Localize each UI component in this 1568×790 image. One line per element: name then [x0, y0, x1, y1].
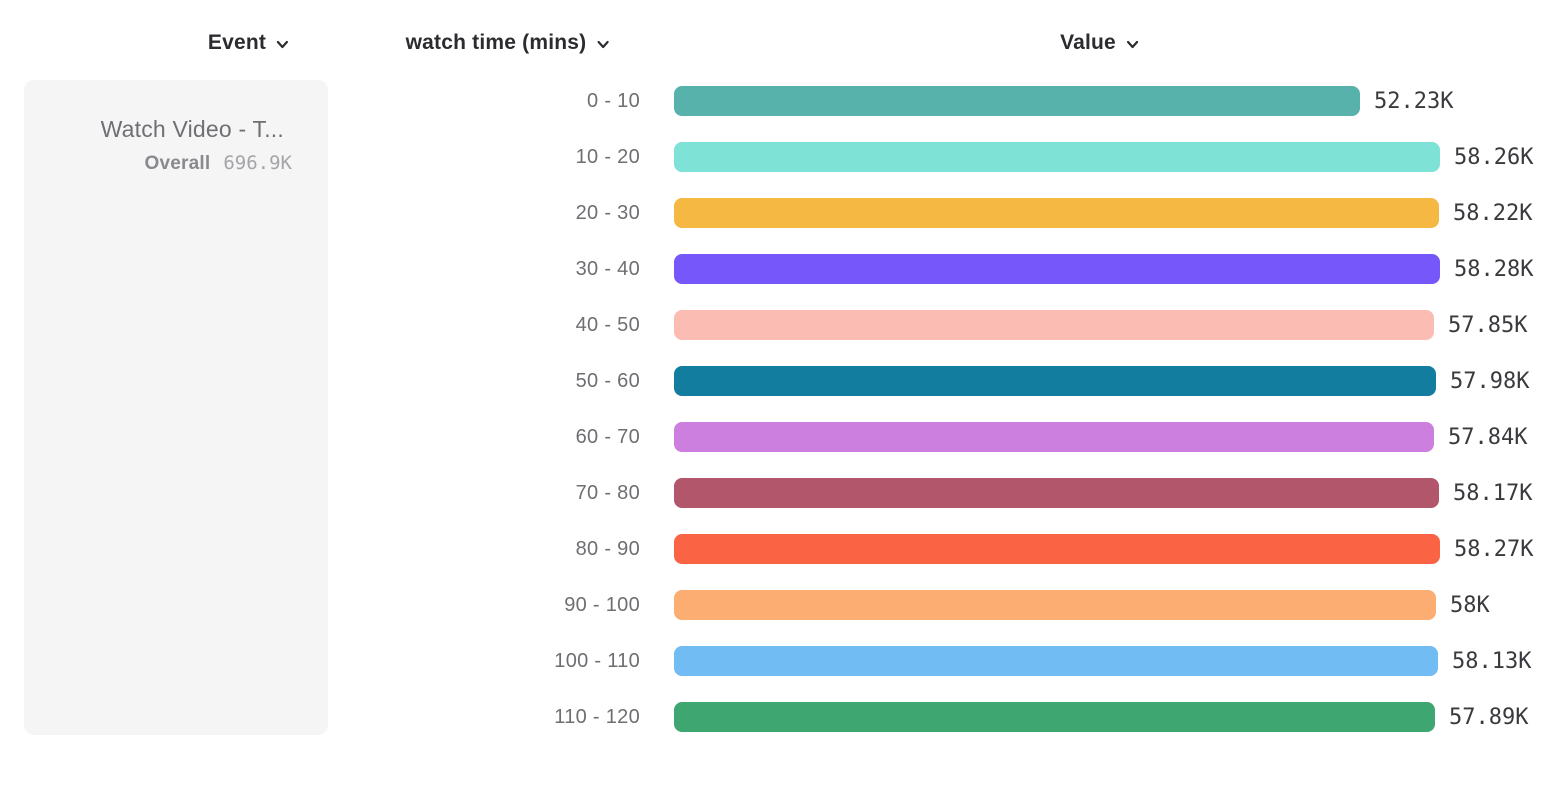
bar-value-label: 57.84K — [1448, 425, 1528, 450]
column-header-value[interactable]: Value — [1060, 28, 1140, 58]
bucket-label: 60 - 70 — [575, 426, 640, 448]
chart-row: 10 - 20 58.26K — [0, 142, 1568, 172]
column-header-breakdown-label: watch time (mins) — [405, 31, 587, 54]
chart-row: 30 - 40 58.28K — [0, 254, 1568, 284]
value-bar[interactable] — [674, 590, 1436, 620]
chart-row: 40 - 50 57.85K — [0, 310, 1568, 340]
value-bar[interactable] — [674, 478, 1439, 508]
bucket-label: 30 - 40 — [575, 258, 640, 280]
event-name: Watch Video - T... — [100, 116, 284, 142]
bar-value-label: 58.17K — [1453, 481, 1533, 506]
bucket-label: 20 - 30 — [575, 202, 640, 224]
bar-value-label: 58.27K — [1454, 537, 1534, 562]
chart-row: 60 - 70 57.84K — [0, 422, 1568, 452]
chevron-down-icon — [1125, 37, 1140, 52]
chart-row: 100 - 110 58.13K — [0, 646, 1568, 676]
chart-row: 70 - 80 58.17K — [0, 478, 1568, 508]
bucket-label: 80 - 90 — [575, 538, 640, 560]
bucket-label: 70 - 80 — [575, 482, 640, 504]
bar-value-label: 57.98K — [1450, 369, 1530, 394]
bucket-label: 10 - 20 — [575, 146, 640, 168]
value-bar[interactable] — [674, 366, 1436, 396]
column-header-breakdown[interactable]: watch time (mins) — [406, 28, 611, 58]
bar-chart: 0 - 10 52.23K 10 - 20 58.26K 20 - 30 58.22K 30… — [0, 86, 1568, 762]
column-header-event-label: Event — [207, 31, 267, 54]
bucket-label: 90 - 100 — [564, 594, 640, 616]
bucket-label: 0 - 10 — [587, 90, 640, 112]
bucket-label: 100 - 110 — [554, 650, 640, 672]
bar-value-label: 58.26K — [1454, 145, 1534, 170]
bar-value-label: 58.28K — [1454, 257, 1534, 282]
value-bar[interactable] — [674, 254, 1440, 284]
value-bar[interactable] — [674, 702, 1435, 732]
value-bar[interactable] — [674, 646, 1438, 676]
column-header-event[interactable]: Event — [208, 28, 290, 58]
overall-label: Overall — [144, 153, 211, 174]
value-bar[interactable] — [674, 198, 1439, 228]
chart-row: 110 - 120 57.89K — [0, 702, 1568, 732]
bucket-label: 110 - 120 — [554, 706, 640, 728]
value-bar[interactable] — [674, 534, 1440, 564]
bar-value-label: 52.23K — [1374, 89, 1454, 114]
chart-row: 50 - 60 57.98K — [0, 366, 1568, 396]
event-overall-line: Overall 696.9K — [24, 152, 292, 175]
chart-row: 90 - 100 58K — [0, 590, 1568, 620]
chevron-down-icon — [275, 37, 290, 52]
bar-value-label: 58K — [1450, 593, 1490, 618]
bar-value-label: 57.85K — [1448, 313, 1528, 338]
value-bar[interactable] — [674, 86, 1360, 116]
value-bar[interactable] — [674, 422, 1434, 452]
bar-value-label: 58.22K — [1453, 201, 1533, 226]
chart-row: 20 - 30 58.22K — [0, 198, 1568, 228]
event-panel[interactable]: Watch Video - T... Overall 696.9K — [24, 80, 328, 735]
value-bar[interactable] — [674, 142, 1440, 172]
column-header-value-label: Value — [1060, 31, 1116, 54]
bar-value-label: 57.89K — [1449, 705, 1529, 730]
value-bar[interactable] — [674, 310, 1434, 340]
bar-value-label: 58.13K — [1452, 649, 1532, 674]
chart-row: 80 - 90 58.27K — [0, 534, 1568, 564]
overall-value: 696.9K — [223, 152, 292, 174]
chart-row: 0 - 10 52.23K — [0, 86, 1568, 116]
bucket-label: 40 - 50 — [575, 314, 640, 336]
bucket-label: 50 - 60 — [575, 370, 640, 392]
chevron-down-icon — [595, 37, 610, 52]
